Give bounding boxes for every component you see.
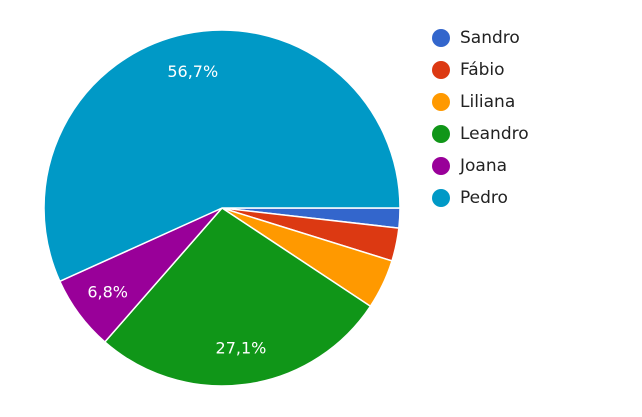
- legend-label: Pedro: [460, 188, 508, 208]
- legend-label: Leandro: [460, 124, 529, 144]
- legend-label: Liliana: [460, 92, 515, 112]
- legend-label: Fábio: [460, 60, 505, 80]
- value-label: 56,7%: [167, 62, 218, 81]
- pie-slice: [43, 29, 401, 283]
- legend-swatch: [432, 157, 450, 175]
- value-label: 27,1%: [216, 339, 267, 358]
- legend-label: Joana: [459, 156, 507, 176]
- value-label: 6,8%: [87, 282, 128, 301]
- legend-swatch: [432, 61, 450, 79]
- legend-swatch: [432, 93, 450, 111]
- legend-swatch: [432, 125, 450, 143]
- pie-slice: [103, 207, 372, 387]
- legend-label: Sandro: [460, 28, 520, 48]
- legend-swatch: [432, 189, 450, 207]
- legend-swatch: [432, 29, 450, 47]
